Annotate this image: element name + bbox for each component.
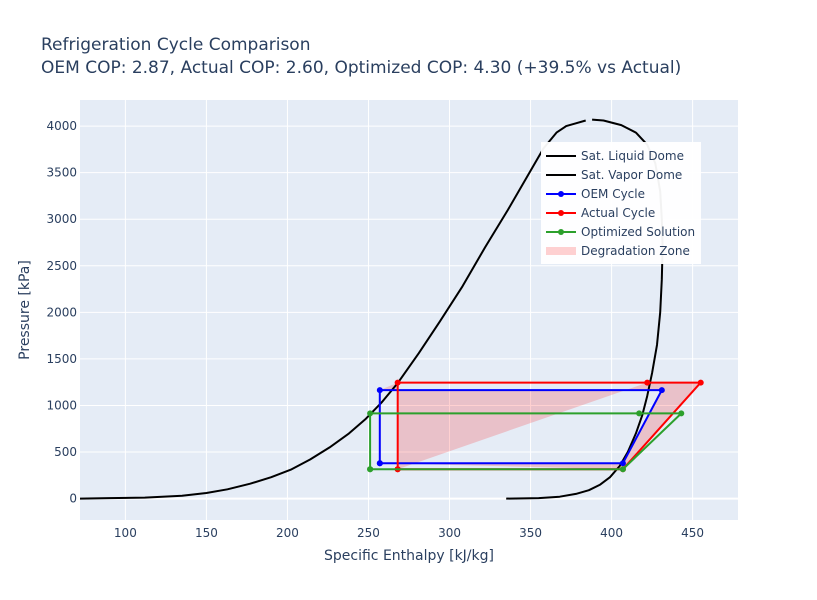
optimized-solution-point — [636, 410, 643, 417]
actual-cycle-point — [644, 379, 651, 386]
oem-cycle-point — [376, 460, 383, 467]
optimized-solution-point — [678, 410, 685, 417]
legend-marker — [558, 191, 564, 197]
legend-swatch — [546, 247, 576, 255]
x-tick-label: 250 — [357, 526, 380, 540]
optimized-solution-line — [369, 412, 683, 471]
y-tick-labels: 0 500 1000 1500 2000 2500 3000 3500 4000 — [46, 119, 77, 506]
x-tick-label: 400 — [600, 526, 623, 540]
legend-marker — [558, 229, 564, 235]
legend-item[interactable]: Optimized Solution — [546, 225, 695, 239]
legend-item[interactable]: Degradation Zone — [546, 244, 690, 258]
y-tick-label: 4000 — [46, 119, 77, 133]
oem-cycle-point — [658, 387, 665, 394]
sat-liquid-dome-series — [79, 119, 586, 500]
legend-item[interactable]: Sat. Liquid Dome — [546, 149, 684, 163]
x-tick-label: 350 — [519, 526, 542, 540]
y-tick-label: 2500 — [46, 259, 77, 273]
legend-label: Actual Cycle — [581, 206, 655, 220]
legend-label: Sat. Liquid Dome — [581, 149, 684, 163]
degradation-zone-fill — [379, 382, 701, 470]
x-tick-label: 150 — [195, 526, 218, 540]
optimized-solution-series — [367, 410, 685, 473]
legend-label: Sat. Vapor Dome — [581, 168, 682, 182]
y-axis-title: Pressure [kPa] — [17, 260, 33, 360]
actual-cycle-point — [697, 379, 704, 386]
oem-cycle-series — [376, 387, 665, 467]
actual-cycle-point — [394, 379, 401, 386]
legend-label: Optimized Solution — [581, 225, 695, 239]
y-tick-label: 3000 — [46, 212, 77, 226]
x-tick-label: 100 — [114, 526, 137, 540]
oem-cycle-point — [376, 387, 383, 394]
y-tick-label: 0 — [69, 492, 77, 506]
optimized-solution-point — [367, 466, 374, 473]
x-tick-label: 300 — [438, 526, 461, 540]
legend[interactable]: Sat. Liquid Dome Sat. Vapor Dome OEM Cycle… — [541, 142, 701, 264]
chart-title: Refrigeration Cycle Comparison — [41, 35, 310, 55]
x-tick-label: 200 — [276, 526, 299, 540]
x-axis-title: Specific Enthalpy [kJ/kg] — [324, 548, 494, 564]
legend-label: OEM Cycle — [581, 187, 645, 201]
y-tick-label: 500 — [54, 445, 77, 459]
degradation-zone-area — [379, 382, 701, 470]
legend-item[interactable]: OEM Cycle — [546, 187, 645, 201]
legend-item[interactable]: Sat. Vapor Dome — [546, 168, 682, 182]
y-tick-label: 2000 — [46, 305, 77, 319]
chart-subtitle: OEM COP: 2.87, Actual COP: 2.60, Optimiz… — [41, 58, 681, 78]
y-tick-label: 1500 — [46, 352, 77, 366]
y-tick-label: 1000 — [46, 398, 77, 412]
x-tick-labels: 100 150 200 250 300 350 400 450 — [114, 526, 704, 540]
y-tick-label: 3500 — [46, 166, 77, 180]
legend-label: Degradation Zone — [581, 244, 690, 258]
legend-item[interactable]: Actual Cycle — [546, 206, 655, 220]
optimized-solution-point — [619, 466, 626, 473]
legend-box — [541, 142, 701, 264]
legend-marker — [558, 210, 564, 216]
series-group — [79, 118, 704, 500]
optimized-solution-point — [367, 410, 374, 417]
x-tick-label: 450 — [681, 526, 704, 540]
oem-cycle-point — [619, 460, 626, 467]
sat-liquid-dome-line — [79, 119, 586, 500]
